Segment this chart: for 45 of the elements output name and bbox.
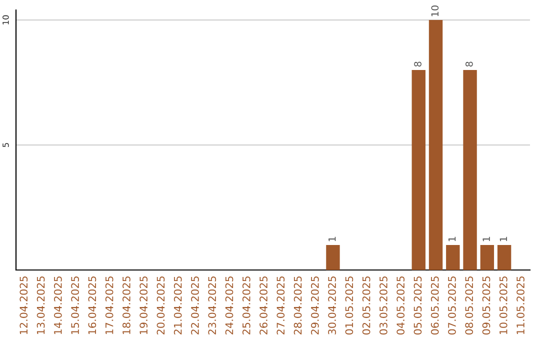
x-tick-label: 19.04.2025	[140, 276, 148, 334]
y-tick-label: 5	[2, 143, 9, 148]
x-tick-label: 16.04.2025	[88, 276, 96, 334]
x-tick-label: 23.04.2025	[208, 276, 216, 334]
bar	[480, 245, 494, 270]
bar	[497, 245, 512, 270]
x-tick-label: 29.04.2025	[310, 276, 319, 334]
data-label: 1	[482, 236, 490, 242]
x-tick-label: 01.05.2025	[345, 276, 354, 335]
data-label: 1	[448, 236, 456, 242]
x-tick-label: 26.04.2025	[260, 276, 268, 334]
data-label: 8	[466, 62, 473, 67]
data-label: 1	[328, 236, 336, 242]
x-tick-label: 20.04.2025	[156, 276, 165, 334]
data-label: 8	[414, 62, 422, 67]
x-tick-label: 06.05.2025	[430, 276, 439, 335]
data-label: 1	[500, 236, 507, 242]
bar	[463, 70, 477, 270]
bar	[326, 245, 340, 270]
data-label: 10	[431, 5, 439, 16]
x-tick-label: 09.05.2025	[482, 276, 490, 335]
x-tick-label: 07.05.2025	[448, 276, 456, 335]
x-tick-label: 08.05.2025	[465, 276, 474, 335]
x-tick-label: 28.04.2025	[294, 276, 302, 334]
x-tick-label: 13.04.2025	[36, 276, 45, 334]
bar	[412, 70, 426, 270]
bar	[428, 20, 443, 270]
x-tick-label: 14.04.2025	[54, 276, 62, 334]
x-tick-label: 15.04.2025	[71, 276, 79, 334]
x-tick-label: 25.04.2025	[242, 276, 250, 334]
x-tick-label: 18.04.2025	[122, 276, 130, 334]
x-tick-label: 21.04.2025	[174, 276, 182, 334]
x-tick-label: 24.04.2025	[225, 276, 234, 334]
x-tick-label: 11.05.2025	[516, 276, 524, 334]
x-tick-label: 12.04.2025	[20, 276, 28, 334]
x-tick-label: 10.05.2025	[499, 276, 508, 334]
bar	[446, 245, 460, 270]
x-tick-label: 17.04.2025	[105, 276, 114, 334]
x-tick-label: 27.04.2025	[276, 276, 285, 334]
x-tick-label: 02.05.2025	[362, 276, 370, 335]
x-tick-label: 22.04.2025	[191, 276, 199, 334]
x-tick-label: 03.05.2025	[380, 276, 388, 335]
x-tick-label: 05.05.2025	[414, 276, 422, 335]
x-tick-label: 30.04.2025	[328, 276, 336, 334]
x-tick-label: 04.05.2025	[396, 276, 405, 335]
